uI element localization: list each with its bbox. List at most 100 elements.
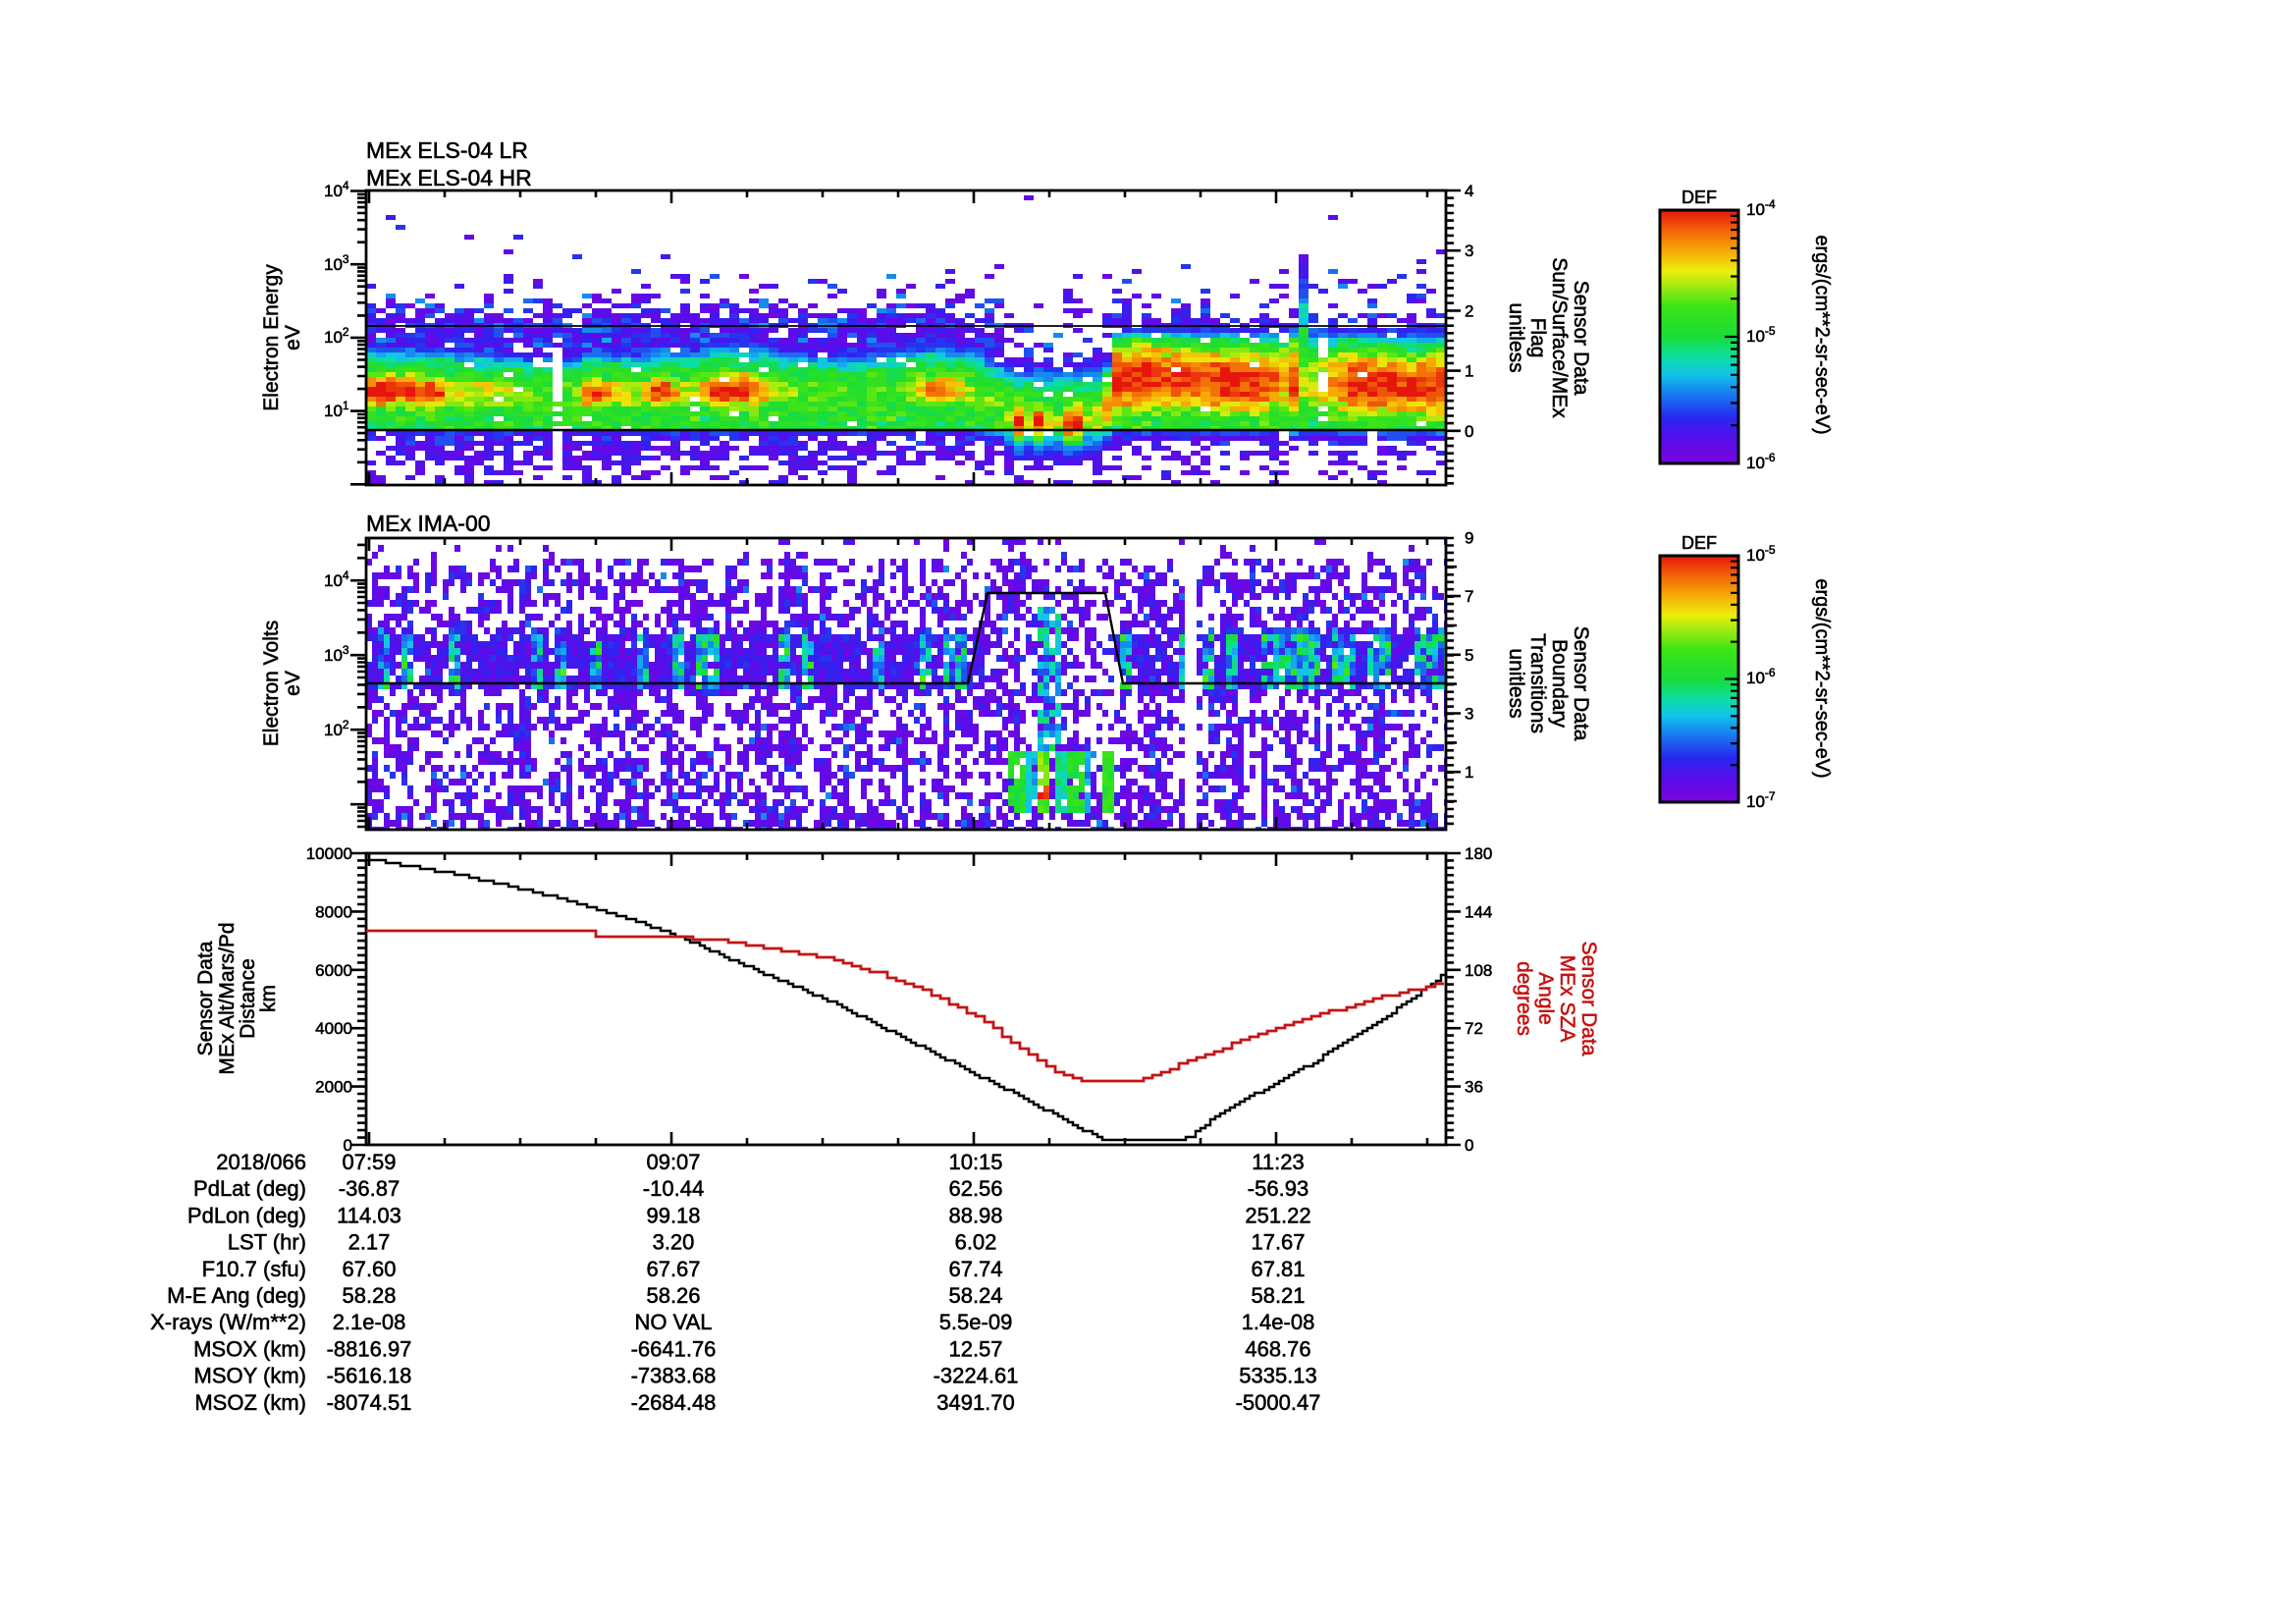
svg-text:67.60: 67.60 — [342, 1257, 396, 1281]
svg-text:468.76: 468.76 — [1245, 1336, 1310, 1361]
svg-text:36: 36 — [1465, 1078, 1483, 1097]
svg-text:Sensor Data: Sensor Data — [1577, 942, 1600, 1056]
svg-text:Angle: Angle — [1534, 972, 1557, 1025]
svg-text:10-4: 10-4 — [1746, 197, 1776, 219]
svg-text:10:15: 10:15 — [948, 1150, 1002, 1174]
svg-text:3: 3 — [1465, 242, 1473, 260]
svg-text:5.5e-09: 5.5e-09 — [939, 1310, 1013, 1334]
svg-text:102: 102 — [324, 718, 349, 739]
svg-text:Electron Energy: Electron Energy — [260, 264, 283, 411]
svg-text:-5000.47: -5000.47 — [1236, 1390, 1321, 1415]
svg-text:NO VAL: NO VAL — [634, 1310, 712, 1334]
svg-text:MEx Alt/Mars/Pd: MEx Alt/Mars/Pd — [216, 922, 239, 1074]
svg-text:ergs/(cm**2-sr-sec-eV): ergs/(cm**2-sr-sec-eV) — [1811, 578, 1833, 778]
svg-text:7: 7 — [1465, 587, 1473, 606]
svg-text:3: 3 — [1465, 705, 1473, 724]
svg-text:2: 2 — [1465, 301, 1473, 320]
svg-text:-5616.18: -5616.18 — [327, 1364, 412, 1388]
svg-text:M-E Ang (deg): M-E Ang (deg) — [167, 1283, 306, 1308]
svg-text:0: 0 — [1465, 1136, 1473, 1155]
svg-text:-36.87: -36.87 — [339, 1176, 400, 1201]
svg-text:10-6: 10-6 — [1746, 451, 1776, 472]
svg-text:67.81: 67.81 — [1251, 1257, 1305, 1281]
svg-text:180: 180 — [1465, 844, 1492, 863]
svg-text:108: 108 — [1465, 961, 1492, 980]
svg-text:103: 103 — [324, 252, 349, 274]
svg-text:5335.13: 5335.13 — [1239, 1364, 1317, 1388]
svg-text:67.74: 67.74 — [948, 1257, 1002, 1281]
svg-text:2.17: 2.17 — [348, 1230, 391, 1255]
svg-text:4: 4 — [1465, 182, 1473, 200]
svg-text:eV: eV — [282, 325, 304, 351]
svg-text:-10.44: -10.44 — [643, 1176, 704, 1201]
svg-text:09:07: 09:07 — [646, 1150, 700, 1174]
svg-text:1: 1 — [1465, 362, 1473, 381]
svg-text:58.26: 58.26 — [646, 1283, 700, 1308]
svg-text:1: 1 — [1465, 763, 1473, 782]
svg-text:3491.70: 3491.70 — [936, 1390, 1015, 1415]
svg-text:degrees: degrees — [1513, 961, 1535, 1036]
svg-text:58.28: 58.28 — [342, 1283, 396, 1308]
svg-text:2000: 2000 — [315, 1078, 352, 1097]
svg-text:X-rays (W/m**2): X-rays (W/m**2) — [150, 1310, 306, 1334]
svg-text:6.02: 6.02 — [955, 1230, 997, 1255]
svg-text:Sensor Data: Sensor Data — [194, 941, 217, 1055]
svg-text:km: km — [257, 985, 280, 1012]
svg-text:PdLat (deg): PdLat (deg) — [193, 1176, 306, 1201]
svg-text:MSOY (km): MSOY (km) — [194, 1364, 306, 1388]
svg-text:11:23: 11:23 — [1252, 1150, 1304, 1174]
svg-text:144: 144 — [1465, 902, 1492, 921]
svg-text:MEx SZA: MEx SZA — [1556, 955, 1578, 1043]
svg-text:17.67: 17.67 — [1251, 1230, 1305, 1255]
svg-text:58.24: 58.24 — [948, 1283, 1002, 1308]
svg-text:ergs/(cm**2-sr-sec-eV): ergs/(cm**2-sr-sec-eV) — [1811, 235, 1833, 434]
svg-text:MSOZ (km): MSOZ (km) — [194, 1390, 306, 1415]
svg-text:99.18: 99.18 — [646, 1203, 700, 1227]
svg-text:PdLon (deg): PdLon (deg) — [187, 1203, 306, 1227]
svg-text:-2684.48: -2684.48 — [631, 1390, 717, 1415]
svg-text:0: 0 — [344, 1136, 352, 1155]
svg-text:-3224.61: -3224.61 — [934, 1364, 1019, 1388]
svg-text:-8816.97: -8816.97 — [327, 1336, 412, 1361]
svg-text:Distance: Distance — [237, 958, 259, 1039]
svg-text:0: 0 — [1465, 422, 1473, 441]
svg-text:Flag: Flag — [1526, 318, 1549, 358]
svg-text:102: 102 — [324, 325, 349, 347]
svg-text:LST (hr): LST (hr) — [228, 1230, 306, 1255]
svg-text:101: 101 — [324, 399, 349, 420]
svg-text:unitless: unitless — [1505, 302, 1527, 372]
svg-text:10-7: 10-7 — [1746, 789, 1776, 811]
svg-text:3.20: 3.20 — [653, 1230, 695, 1255]
svg-text:MEx ELS-04 LR: MEx ELS-04 LR — [366, 137, 528, 163]
svg-text:10-5: 10-5 — [1746, 543, 1776, 565]
svg-text:72: 72 — [1465, 1019, 1483, 1038]
svg-text:-56.93: -56.93 — [1248, 1176, 1308, 1201]
svg-text:-6641.76: -6641.76 — [631, 1336, 717, 1361]
svg-text:58.21: 58.21 — [1251, 1283, 1305, 1308]
svg-text:103: 103 — [324, 643, 349, 665]
svg-text:07:59: 07:59 — [342, 1150, 396, 1174]
svg-text:12.57: 12.57 — [948, 1336, 1002, 1361]
svg-text:62.56: 62.56 — [948, 1176, 1002, 1201]
svg-text:88.98: 88.98 — [948, 1203, 1002, 1227]
svg-text:10000: 10000 — [306, 844, 352, 863]
svg-text:114.03: 114.03 — [337, 1203, 401, 1227]
svg-text:8000: 8000 — [315, 902, 352, 921]
svg-text:67.67: 67.67 — [646, 1257, 700, 1281]
svg-text:eV: eV — [282, 671, 304, 696]
svg-text:2.1e-08: 2.1e-08 — [333, 1310, 406, 1334]
svg-text:MEx ELS-04 HR: MEx ELS-04 HR — [366, 165, 532, 190]
svg-text:Transitions: Transitions — [1526, 633, 1549, 733]
svg-text:4000: 4000 — [315, 1019, 352, 1038]
svg-text:unitless: unitless — [1505, 648, 1527, 718]
svg-text:104: 104 — [324, 568, 349, 590]
svg-text:MEx IMA-00: MEx IMA-00 — [366, 511, 491, 536]
svg-text:9: 9 — [1465, 528, 1473, 547]
svg-text:Electron Volts: Electron Volts — [260, 621, 283, 746]
svg-text:10-5: 10-5 — [1746, 324, 1776, 346]
svg-text:251.22: 251.22 — [1245, 1203, 1310, 1227]
svg-text:Sensor Data: Sensor Data — [1570, 626, 1592, 741]
svg-text:Sensor Data: Sensor Data — [1570, 281, 1592, 396]
svg-text:Boundary: Boundary — [1548, 639, 1571, 728]
svg-text:F10.7 (sfu): F10.7 (sfu) — [202, 1257, 306, 1281]
